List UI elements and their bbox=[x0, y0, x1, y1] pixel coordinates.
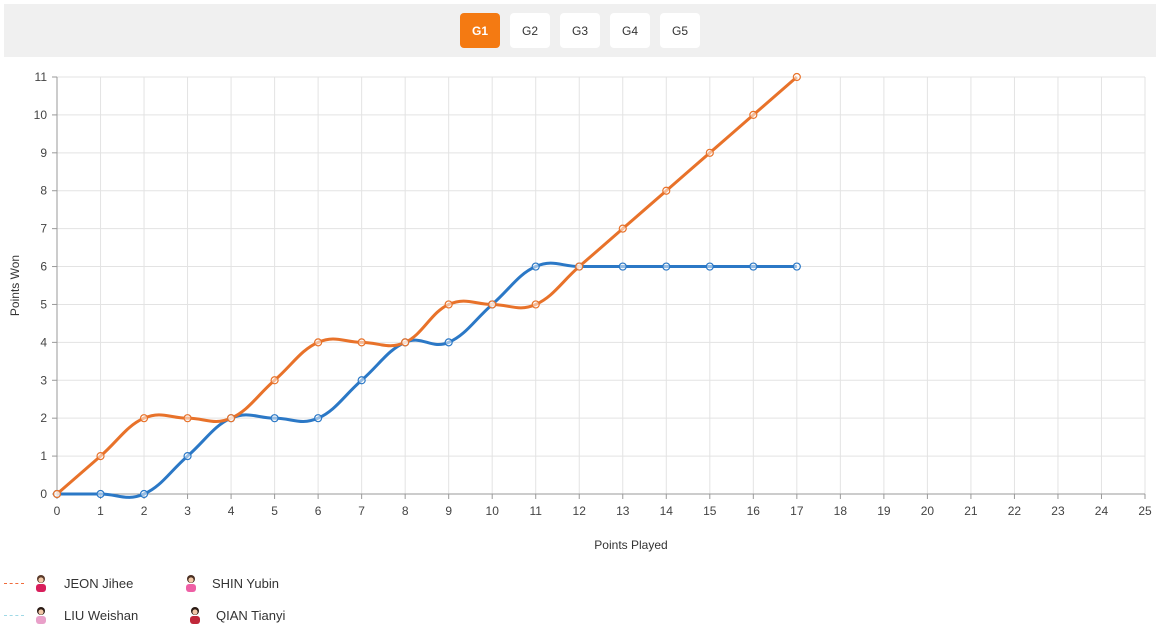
x-tick-label: 12 bbox=[573, 504, 587, 518]
y-tick-label: 0 bbox=[40, 487, 47, 501]
x-axis-title: Points Played bbox=[594, 538, 667, 552]
legend-team-b[interactable]: LIU Weishan QIAN Tianyi bbox=[0, 603, 285, 627]
x-tick-label: 16 bbox=[747, 504, 761, 518]
data-point-0 bbox=[618, 224, 627, 233]
y-tick-label: 6 bbox=[40, 260, 47, 274]
data-point-0 bbox=[749, 110, 758, 120]
points-chart: 0 1 2 3 4 5 6 7 8 9 10 11 12 13 14 15 16 17 18 19 20 21 22 23 24… bbox=[8, 70, 1152, 552]
data-point-0 bbox=[270, 376, 279, 385]
data-point-1 bbox=[749, 262, 758, 271]
x-tick-label: 20 bbox=[921, 504, 935, 518]
data-point-1 bbox=[139, 489, 149, 499]
x-tick-label: 21 bbox=[964, 504, 978, 518]
y-tick-label: 3 bbox=[40, 373, 47, 387]
x-tick-label: 24 bbox=[1095, 504, 1109, 518]
data-point-0 bbox=[357, 338, 366, 347]
x-tick-label: 22 bbox=[1008, 504, 1022, 518]
data-point-0 bbox=[488, 300, 497, 309]
x-tick-label: 6 bbox=[315, 504, 322, 518]
y-tick-label: 8 bbox=[40, 184, 47, 198]
y-tick-label: 10 bbox=[34, 108, 48, 122]
data-point-1 bbox=[270, 414, 279, 423]
data-point-0 bbox=[792, 72, 801, 82]
legend-swatch-team-b bbox=[4, 614, 24, 616]
y-tick-label: 7 bbox=[40, 222, 47, 236]
game-tab-g3[interactable]: G3 bbox=[560, 13, 600, 48]
data-point-1 bbox=[531, 262, 540, 271]
data-point-0 bbox=[96, 451, 105, 461]
data-point-0 bbox=[575, 262, 584, 271]
x-tick-label: 19 bbox=[877, 504, 891, 518]
data-point-0 bbox=[139, 414, 149, 423]
x-tick-label: 23 bbox=[1051, 504, 1065, 518]
data-point-1 bbox=[96, 489, 105, 499]
data-point-1 bbox=[357, 376, 366, 385]
x-tick-label: 15 bbox=[703, 504, 717, 518]
data-point-1 bbox=[444, 338, 453, 347]
x-tick-label: 25 bbox=[1138, 504, 1152, 518]
data-point-0 bbox=[226, 414, 236, 423]
x-tick-label: 1 bbox=[97, 504, 104, 518]
x-tick-label: 13 bbox=[616, 504, 630, 518]
data-point-0 bbox=[52, 489, 62, 499]
data-point-0 bbox=[183, 414, 192, 423]
player-avatar-icon bbox=[36, 575, 46, 592]
x-tick-label: 0 bbox=[54, 504, 61, 518]
x-tick-label: 17 bbox=[790, 504, 804, 518]
game-tab-g4[interactable]: G4 bbox=[610, 13, 650, 48]
y-axis-title: Points Won bbox=[8, 255, 22, 316]
legend-swatch-team-a bbox=[4, 582, 24, 584]
legend: JEON Jihee SHIN Yubin LIU Weishan QIAN T… bbox=[0, 568, 600, 632]
x-tick-label: 4 bbox=[228, 504, 235, 518]
y-tick-label: 9 bbox=[40, 146, 47, 160]
data-point-0 bbox=[531, 300, 540, 309]
x-tick-label: 8 bbox=[402, 504, 409, 518]
data-point-1 bbox=[618, 262, 627, 271]
series-line-1 bbox=[56, 261, 797, 499]
y-tick-label: 11 bbox=[35, 70, 48, 84]
y-tick-label: 5 bbox=[40, 297, 47, 311]
data-point-0 bbox=[314, 338, 323, 347]
x-tick-label: 7 bbox=[358, 504, 365, 518]
game-tab-g5[interactable]: G5 bbox=[660, 13, 700, 48]
data-point-1 bbox=[183, 451, 192, 461]
data-point-1 bbox=[314, 414, 323, 423]
player-avatar-icon bbox=[190, 607, 200, 624]
y-tick-label: 4 bbox=[40, 335, 47, 349]
x-tick-label: 11 bbox=[529, 504, 542, 518]
legend-player-jeon-jihee: JEON Jihee bbox=[64, 575, 134, 591]
legend-player-qian-tianyi: QIAN Tianyi bbox=[216, 607, 286, 623]
x-tick-label: 14 bbox=[660, 504, 674, 518]
series-line-0 bbox=[56, 75, 798, 496]
game-tab-g2[interactable]: G2 bbox=[510, 13, 550, 48]
x-tick-label: 10 bbox=[486, 504, 500, 518]
data-point-1 bbox=[792, 262, 801, 271]
x-tick-label: 5 bbox=[271, 504, 278, 518]
data-point-0 bbox=[401, 338, 410, 347]
x-tick-label: 18 bbox=[834, 504, 848, 518]
data-point-0 bbox=[444, 300, 453, 309]
x-tick-label: 2 bbox=[141, 504, 148, 518]
data-point-1 bbox=[662, 262, 671, 271]
legend-player-liu-weishan: LIU Weishan bbox=[64, 607, 139, 623]
game-selector-bar: G1 G2 G3 G4 G5 bbox=[4, 4, 1156, 57]
player-avatar-icon bbox=[36, 607, 46, 624]
data-point-0 bbox=[705, 148, 714, 157]
y-tick-label: 1 bbox=[40, 449, 47, 463]
x-tick-label: 3 bbox=[184, 504, 191, 518]
player-avatar-icon bbox=[186, 575, 196, 592]
x-tick-label: 9 bbox=[445, 504, 452, 518]
legend-team-a[interactable]: JEON Jihee SHIN Yubin bbox=[0, 571, 279, 595]
y-tick-label: 2 bbox=[40, 411, 47, 425]
data-point-0 bbox=[662, 186, 671, 195]
data-point-1 bbox=[705, 262, 714, 271]
game-tab-g1[interactable]: G1 bbox=[460, 13, 500, 48]
legend-player-shin-yubin: SHIN Yubin bbox=[212, 575, 279, 591]
